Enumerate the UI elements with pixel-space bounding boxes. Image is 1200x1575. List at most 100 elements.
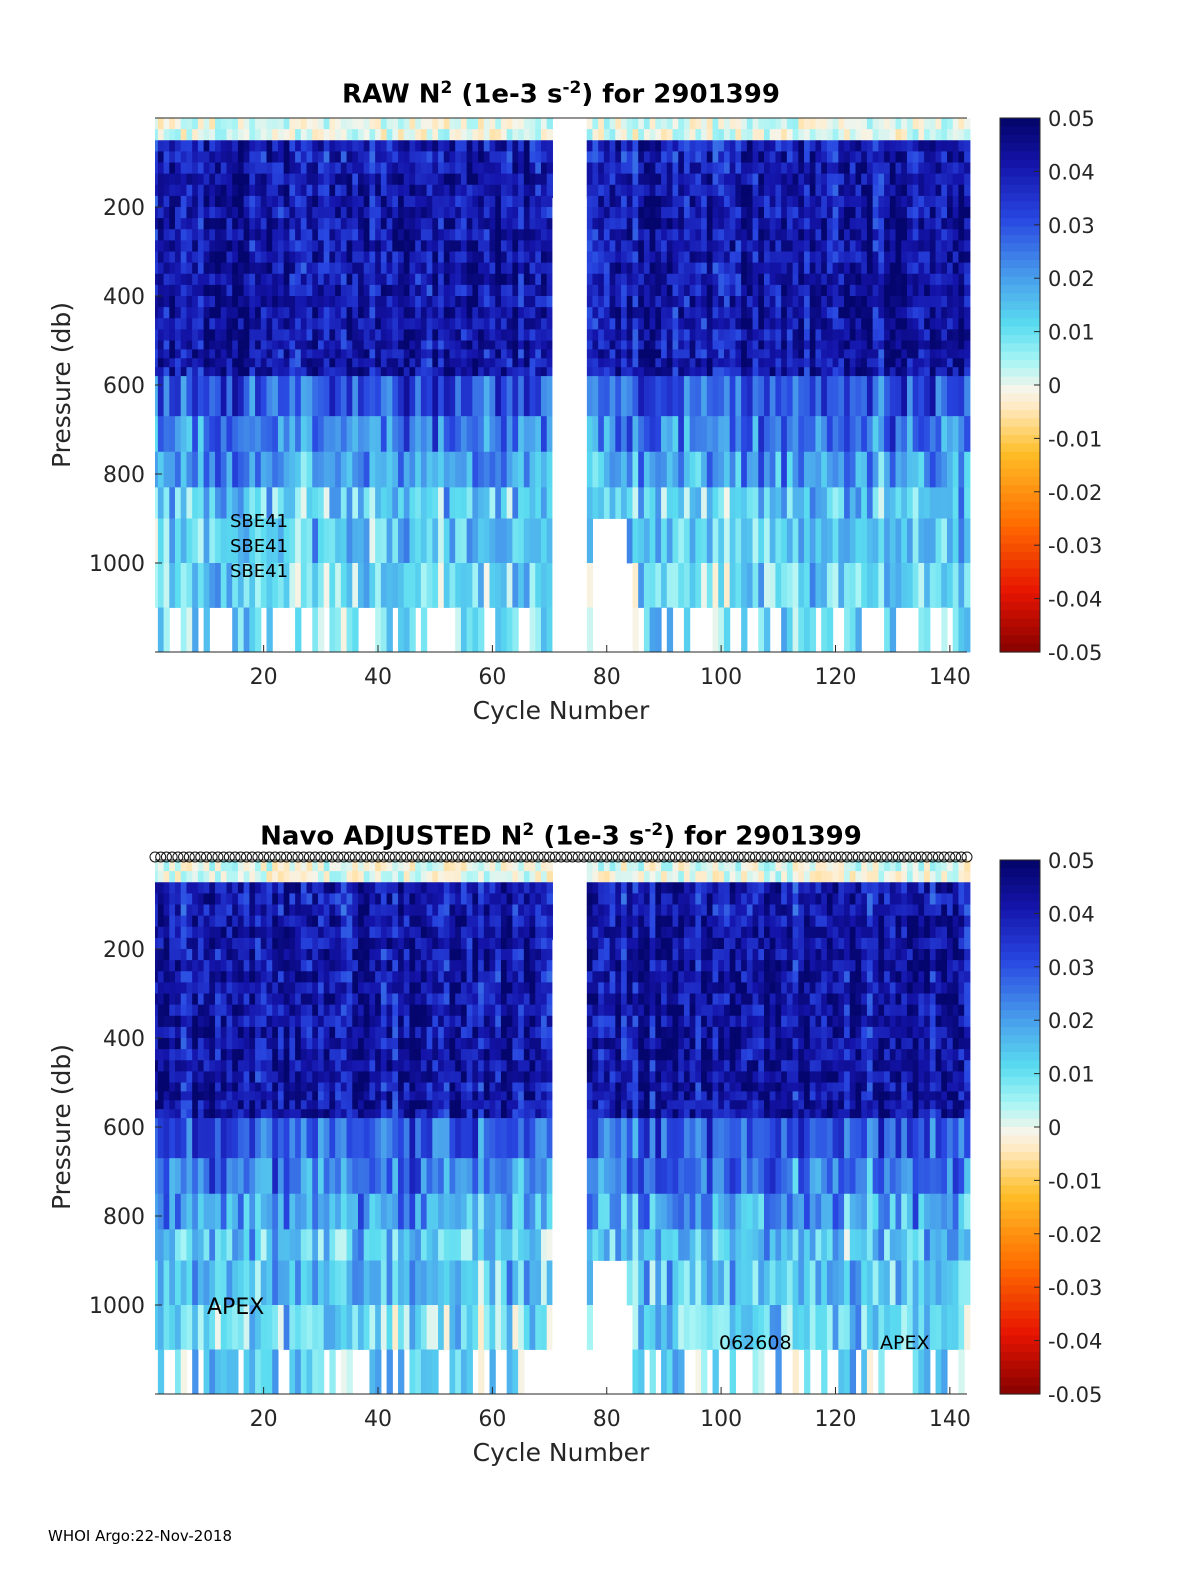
heatmap-cell xyxy=(615,273,622,286)
heatmap-cell xyxy=(586,349,594,359)
heatmap-cell xyxy=(586,251,594,264)
heatmap-cell xyxy=(889,376,897,417)
heatmap-cell xyxy=(895,273,902,286)
heatmap-cell xyxy=(643,284,651,297)
heatmap-cell xyxy=(929,284,937,297)
heatmap-cell xyxy=(192,949,199,961)
heatmap-cell xyxy=(169,971,176,983)
heatmap-cell xyxy=(775,563,782,608)
heatmap-cell xyxy=(615,307,622,319)
heatmap-cell xyxy=(718,262,725,275)
heatmap-cell xyxy=(781,229,788,241)
heatmap-cell xyxy=(775,151,782,163)
heatmap-cell xyxy=(695,207,702,219)
heatmap-cell xyxy=(277,416,285,453)
heatmap-cell xyxy=(466,207,473,219)
heatmap-cell xyxy=(621,162,628,175)
heatmap-cell xyxy=(272,340,279,350)
heatmap-cell xyxy=(689,358,696,368)
heatmap-cell xyxy=(203,118,210,130)
heatmap-cell xyxy=(586,367,594,377)
heatmap-cell xyxy=(815,184,822,197)
heatmap-cell xyxy=(455,349,462,359)
heatmap-cell xyxy=(197,937,205,950)
heatmap-cell xyxy=(169,367,176,377)
heatmap-cell xyxy=(237,1026,245,1039)
heatmap-cell xyxy=(672,307,679,319)
colorbar-tick-label: 0.01 xyxy=(1048,321,1095,345)
heatmap-cell xyxy=(529,349,536,359)
heatmap-cell xyxy=(449,376,456,417)
heatmap-cell xyxy=(426,218,433,230)
heatmap-cell xyxy=(889,296,897,308)
heatmap-cell xyxy=(872,207,879,219)
heatmap-cell xyxy=(952,487,959,519)
heatmap-cell xyxy=(180,1038,188,1050)
heatmap-cell xyxy=(489,162,496,175)
heatmap-cell xyxy=(203,151,210,163)
heatmap-cell xyxy=(946,229,954,241)
heatmap-cell xyxy=(855,607,862,653)
heatmap-cell xyxy=(506,251,513,264)
heatmap-cell xyxy=(289,118,296,130)
heatmap-cell xyxy=(203,296,210,308)
heatmap-cell xyxy=(277,358,285,368)
heatmap-cell xyxy=(266,296,273,308)
heatmap-cell xyxy=(283,140,290,152)
heatmap-cell xyxy=(192,1082,199,1092)
heatmap-cell xyxy=(598,240,605,252)
heatmap-cell xyxy=(386,518,393,564)
heatmap-cell xyxy=(775,251,782,264)
heatmap-cell xyxy=(197,367,205,377)
heatmap-cell xyxy=(723,487,731,519)
heatmap-cell xyxy=(409,218,416,230)
heatmap-cell xyxy=(289,151,296,163)
heatmap-cell xyxy=(220,340,228,350)
heatmap-cell xyxy=(621,240,628,252)
heatmap-cell xyxy=(546,340,553,350)
heatmap-cell xyxy=(260,993,268,1006)
heatmap-cell xyxy=(952,307,959,319)
heatmap-cell xyxy=(506,218,513,230)
colorbar-swatch xyxy=(1000,410,1040,419)
heatmap-cell xyxy=(243,118,250,130)
heatmap-cell xyxy=(192,960,199,972)
heatmap-cell xyxy=(340,229,348,241)
heatmap-cell xyxy=(255,982,262,994)
heatmap-cell xyxy=(380,129,388,141)
heatmap-cell xyxy=(964,349,971,359)
colorbar-swatch xyxy=(1000,493,1040,503)
heatmap-cell xyxy=(175,118,182,130)
heatmap-cell xyxy=(546,129,553,141)
heatmap-cell xyxy=(661,195,668,208)
heatmap-cell xyxy=(769,240,776,252)
heatmap-cell xyxy=(621,284,628,297)
heatmap-cell xyxy=(215,207,222,219)
heatmap-cell xyxy=(203,1349,210,1395)
heatmap-cell xyxy=(312,284,319,297)
heatmap-cell xyxy=(255,915,262,928)
heatmap-cell xyxy=(272,129,279,141)
heatmap-cell xyxy=(861,151,868,163)
heatmap-cell xyxy=(243,140,250,152)
heatmap-cell xyxy=(260,340,268,350)
heatmap-cell xyxy=(215,1229,222,1261)
heatmap-cell xyxy=(529,129,536,141)
heatmap-cell xyxy=(798,451,805,488)
heatmap-cell xyxy=(272,318,279,330)
heatmap-cell xyxy=(209,262,216,275)
heatmap-cell xyxy=(369,184,376,197)
heatmap-cell xyxy=(826,251,834,264)
heatmap-cell xyxy=(661,140,668,152)
heatmap-cell xyxy=(878,376,885,417)
heatmap-cell xyxy=(180,971,188,983)
heatmap-cell xyxy=(472,140,479,152)
heatmap-cell xyxy=(672,184,679,197)
heatmap-cell xyxy=(861,118,868,130)
heatmap-cell xyxy=(460,240,468,252)
heatmap-cell xyxy=(918,184,925,197)
heatmap-cell xyxy=(192,882,199,894)
heatmap-cell xyxy=(804,273,811,286)
heatmap-cell xyxy=(826,518,834,564)
heatmap-cell xyxy=(689,451,696,488)
